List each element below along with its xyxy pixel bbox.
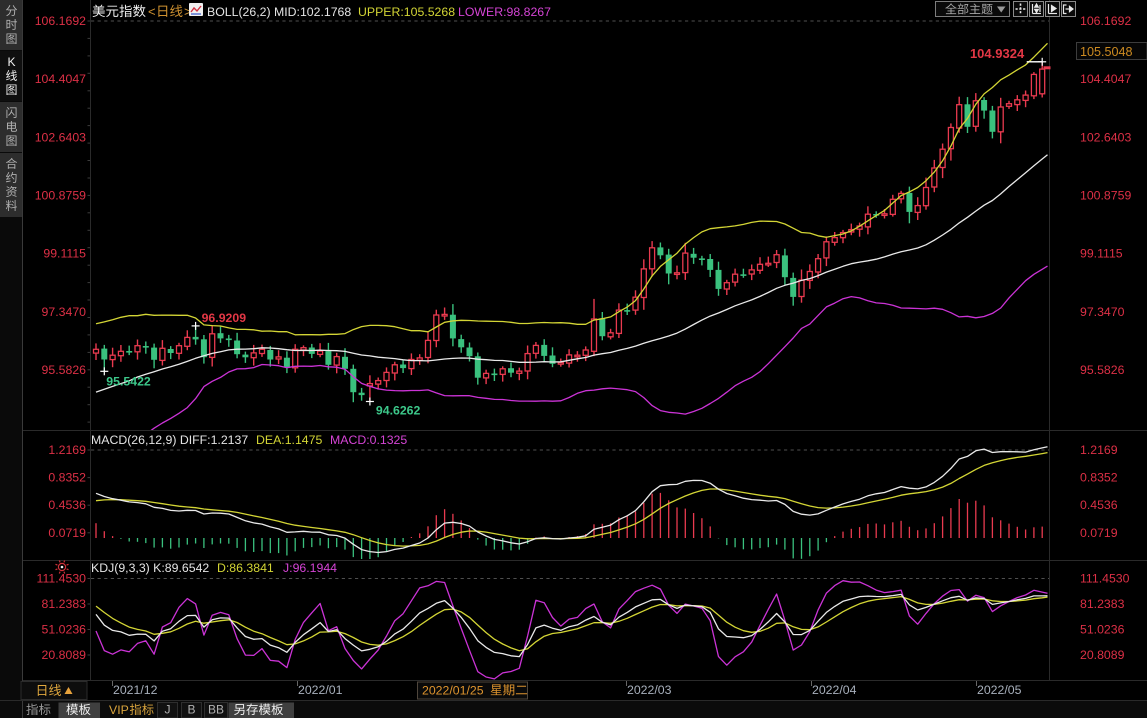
svg-text:J:96.1944: J:96.1944 [283,561,337,575]
svg-text:102.6403: 102.6403 [1080,130,1131,144]
svg-text:1.2169: 1.2169 [48,443,86,457]
svg-text:51.0236: 51.0236 [42,623,87,637]
svg-text:95.5826: 95.5826 [42,363,87,377]
svg-text:1.2169: 1.2169 [1080,443,1118,457]
svg-text:104.9324: 104.9324 [970,46,1025,61]
svg-text:51.0236: 51.0236 [1080,623,1125,637]
svg-text:81.2383: 81.2383 [42,597,87,611]
svg-text:>: > [184,4,192,19]
svg-text:104.4047: 104.4047 [1080,72,1131,86]
svg-text:<: < [148,4,156,19]
svg-text:97.3470: 97.3470 [42,305,87,319]
svg-text:UPPER:105.5268: UPPER:105.5268 [358,5,455,19]
svg-text:2021/12: 2021/12 [113,683,158,697]
svg-text:99.1115: 99.1115 [1080,247,1123,261]
svg-text:0.8352: 0.8352 [1080,471,1118,485]
svg-text:K: K [7,55,15,69]
svg-text:104.4047: 104.4047 [35,72,86,86]
svg-text:0.0719: 0.0719 [48,526,86,540]
svg-text:MACD(26,12,9) DIFF:1.2137: MACD(26,12,9) DIFF:1.2137 [91,433,248,447]
svg-text:20.8089: 20.8089 [1080,648,1125,662]
svg-text:81.2383: 81.2383 [1080,597,1125,611]
svg-text:100.8759: 100.8759 [35,189,86,203]
svg-text:2022/01: 2022/01 [298,683,343,697]
svg-text:J: J [165,703,171,717]
svg-text:0.0719: 0.0719 [1080,526,1118,540]
svg-text:LOWER:98.8267: LOWER:98.8267 [458,5,551,19]
svg-text:KDJ(9,3,3) K:89.6542: KDJ(9,3,3) K:89.6542 [91,561,209,575]
svg-text:B: B [187,703,195,717]
svg-text:95.5826: 95.5826 [1080,363,1125,377]
svg-text:0.4536: 0.4536 [48,498,86,512]
svg-text:2022/01/25: 2022/01/25 [422,684,484,698]
svg-text:100.8759: 100.8759 [1080,189,1131,203]
svg-text:102.6403: 102.6403 [35,130,86,144]
svg-text:111.4530: 111.4530 [1080,572,1130,586]
svg-text:105.5048: 105.5048 [1080,45,1133,59]
svg-text:MACD:0.1325: MACD:0.1325 [330,433,407,447]
svg-text:95.5422: 95.5422 [106,374,151,388]
svg-text:99.1115: 99.1115 [43,247,86,261]
svg-text:D:86.3841: D:86.3841 [217,561,274,575]
svg-text:111.4530: 111.4530 [37,572,87,586]
svg-text:20.8089: 20.8089 [42,648,87,662]
svg-text:96.9209: 96.9209 [202,311,247,325]
svg-text:2022/05: 2022/05 [977,683,1022,697]
svg-text:BOLL(26,2) MID:102.1768: BOLL(26,2) MID:102.1768 [207,5,351,19]
svg-text:VIP: VIP [109,703,129,717]
svg-text:0.8352: 0.8352 [48,471,86,485]
svg-text:BB: BB [208,703,224,717]
svg-text:2022/03: 2022/03 [627,683,672,697]
svg-text:97.3470: 97.3470 [1080,305,1125,319]
svg-text:106.1692: 106.1692 [1080,14,1131,28]
svg-text:2022/04: 2022/04 [812,683,857,697]
svg-text:0.4536: 0.4536 [1080,498,1118,512]
svg-text:94.6262: 94.6262 [376,404,421,418]
svg-text:DEA:1.1475: DEA:1.1475 [256,433,322,447]
svg-text:106.1692: 106.1692 [35,14,86,28]
